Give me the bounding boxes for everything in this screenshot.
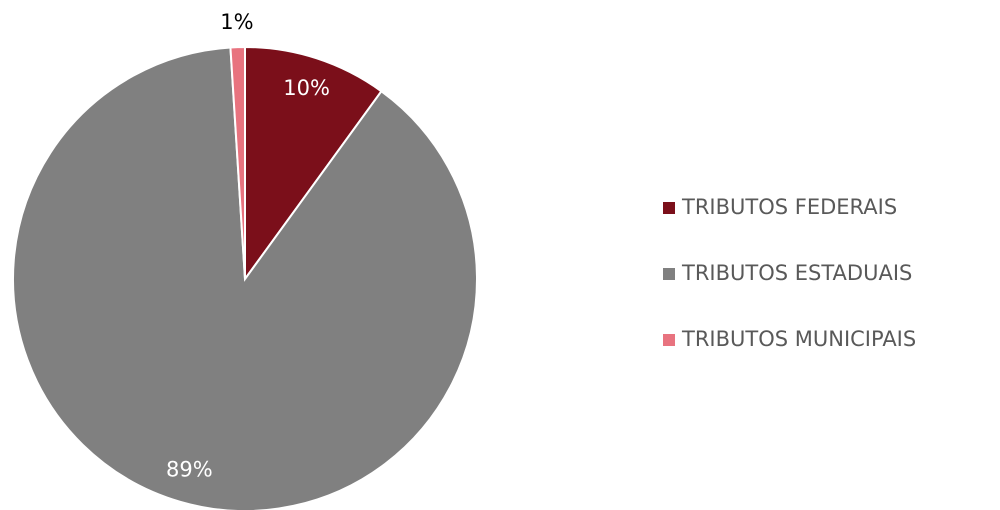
pie-slice xyxy=(12,46,478,510)
legend-label: TRIBUTOS ESTADUAIS xyxy=(681,261,912,285)
pie-slice xyxy=(244,45,383,283)
legend-label: TRIBUTOS FEDERAIS xyxy=(681,195,897,219)
pie-slice xyxy=(229,45,246,280)
legend-swatch xyxy=(663,334,675,346)
legend-label: TRIBUTOS MUNICIPAIS xyxy=(681,327,916,351)
data-label: 89% xyxy=(166,458,213,482)
data-label: 10% xyxy=(283,76,330,100)
data-label: 1% xyxy=(220,10,253,34)
legend-swatch xyxy=(663,202,675,214)
legend-swatch xyxy=(663,268,675,280)
